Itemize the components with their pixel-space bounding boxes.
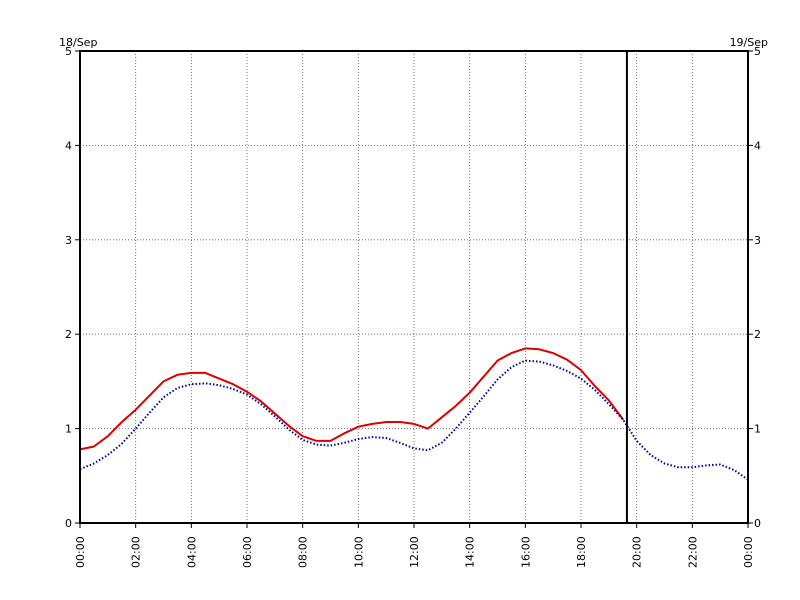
y-tick-label-right: 0 [754,517,761,530]
right-date-label: 19/Sep [730,36,768,49]
y-tick-label-right: 2 [754,328,761,341]
y-tick-label-right: 1 [754,423,761,436]
y-axis-right: 0 1 2 3 4 5 [748,45,761,530]
x-tick-label: 16:00 [519,536,532,568]
x-tick-label: 20:00 [631,536,644,568]
y-tick-label-left: 0 [65,517,72,530]
y-tick-label-left: 3 [65,234,72,247]
y-tick-label-left: 4 [65,139,72,152]
x-tick-label: 00:00 [74,536,87,568]
x-tick-label: 02:00 [130,536,143,568]
y-axis-left: 0 1 2 3 4 5 [65,45,80,530]
plot-frame [79,50,749,524]
y-tick-label-left: 2 [65,328,72,341]
x-tick-label: 08:00 [297,536,310,568]
x-tick-label: 00:00 [742,536,755,568]
data-series [79,347,749,481]
x-tick-label: 12:00 [408,536,421,568]
y-tick-label-right: 4 [754,139,761,152]
x-tick-label: 22:00 [686,536,699,568]
y-tick-label-right: 5 [754,45,761,58]
grid-lines [80,51,748,523]
observed-series-line [79,347,624,451]
x-tick-label: 14:00 [464,536,477,568]
x-tick-label: 18:00 [575,536,588,568]
x-axis: 00:00 02:00 04:00 06:00 08:00 10:00 12:00 14:00… [74,523,755,568]
y-tick-label-left: 5 [65,45,72,58]
x-tick-label: 04:00 [185,536,198,568]
left-date-label: 18/Sep [59,36,97,49]
x-tick-label: 10:00 [352,536,365,568]
x-tick-label: 06:00 [241,536,254,568]
y-tick-label-left: 1 [65,423,72,436]
y-tick-label-right: 3 [754,234,761,247]
